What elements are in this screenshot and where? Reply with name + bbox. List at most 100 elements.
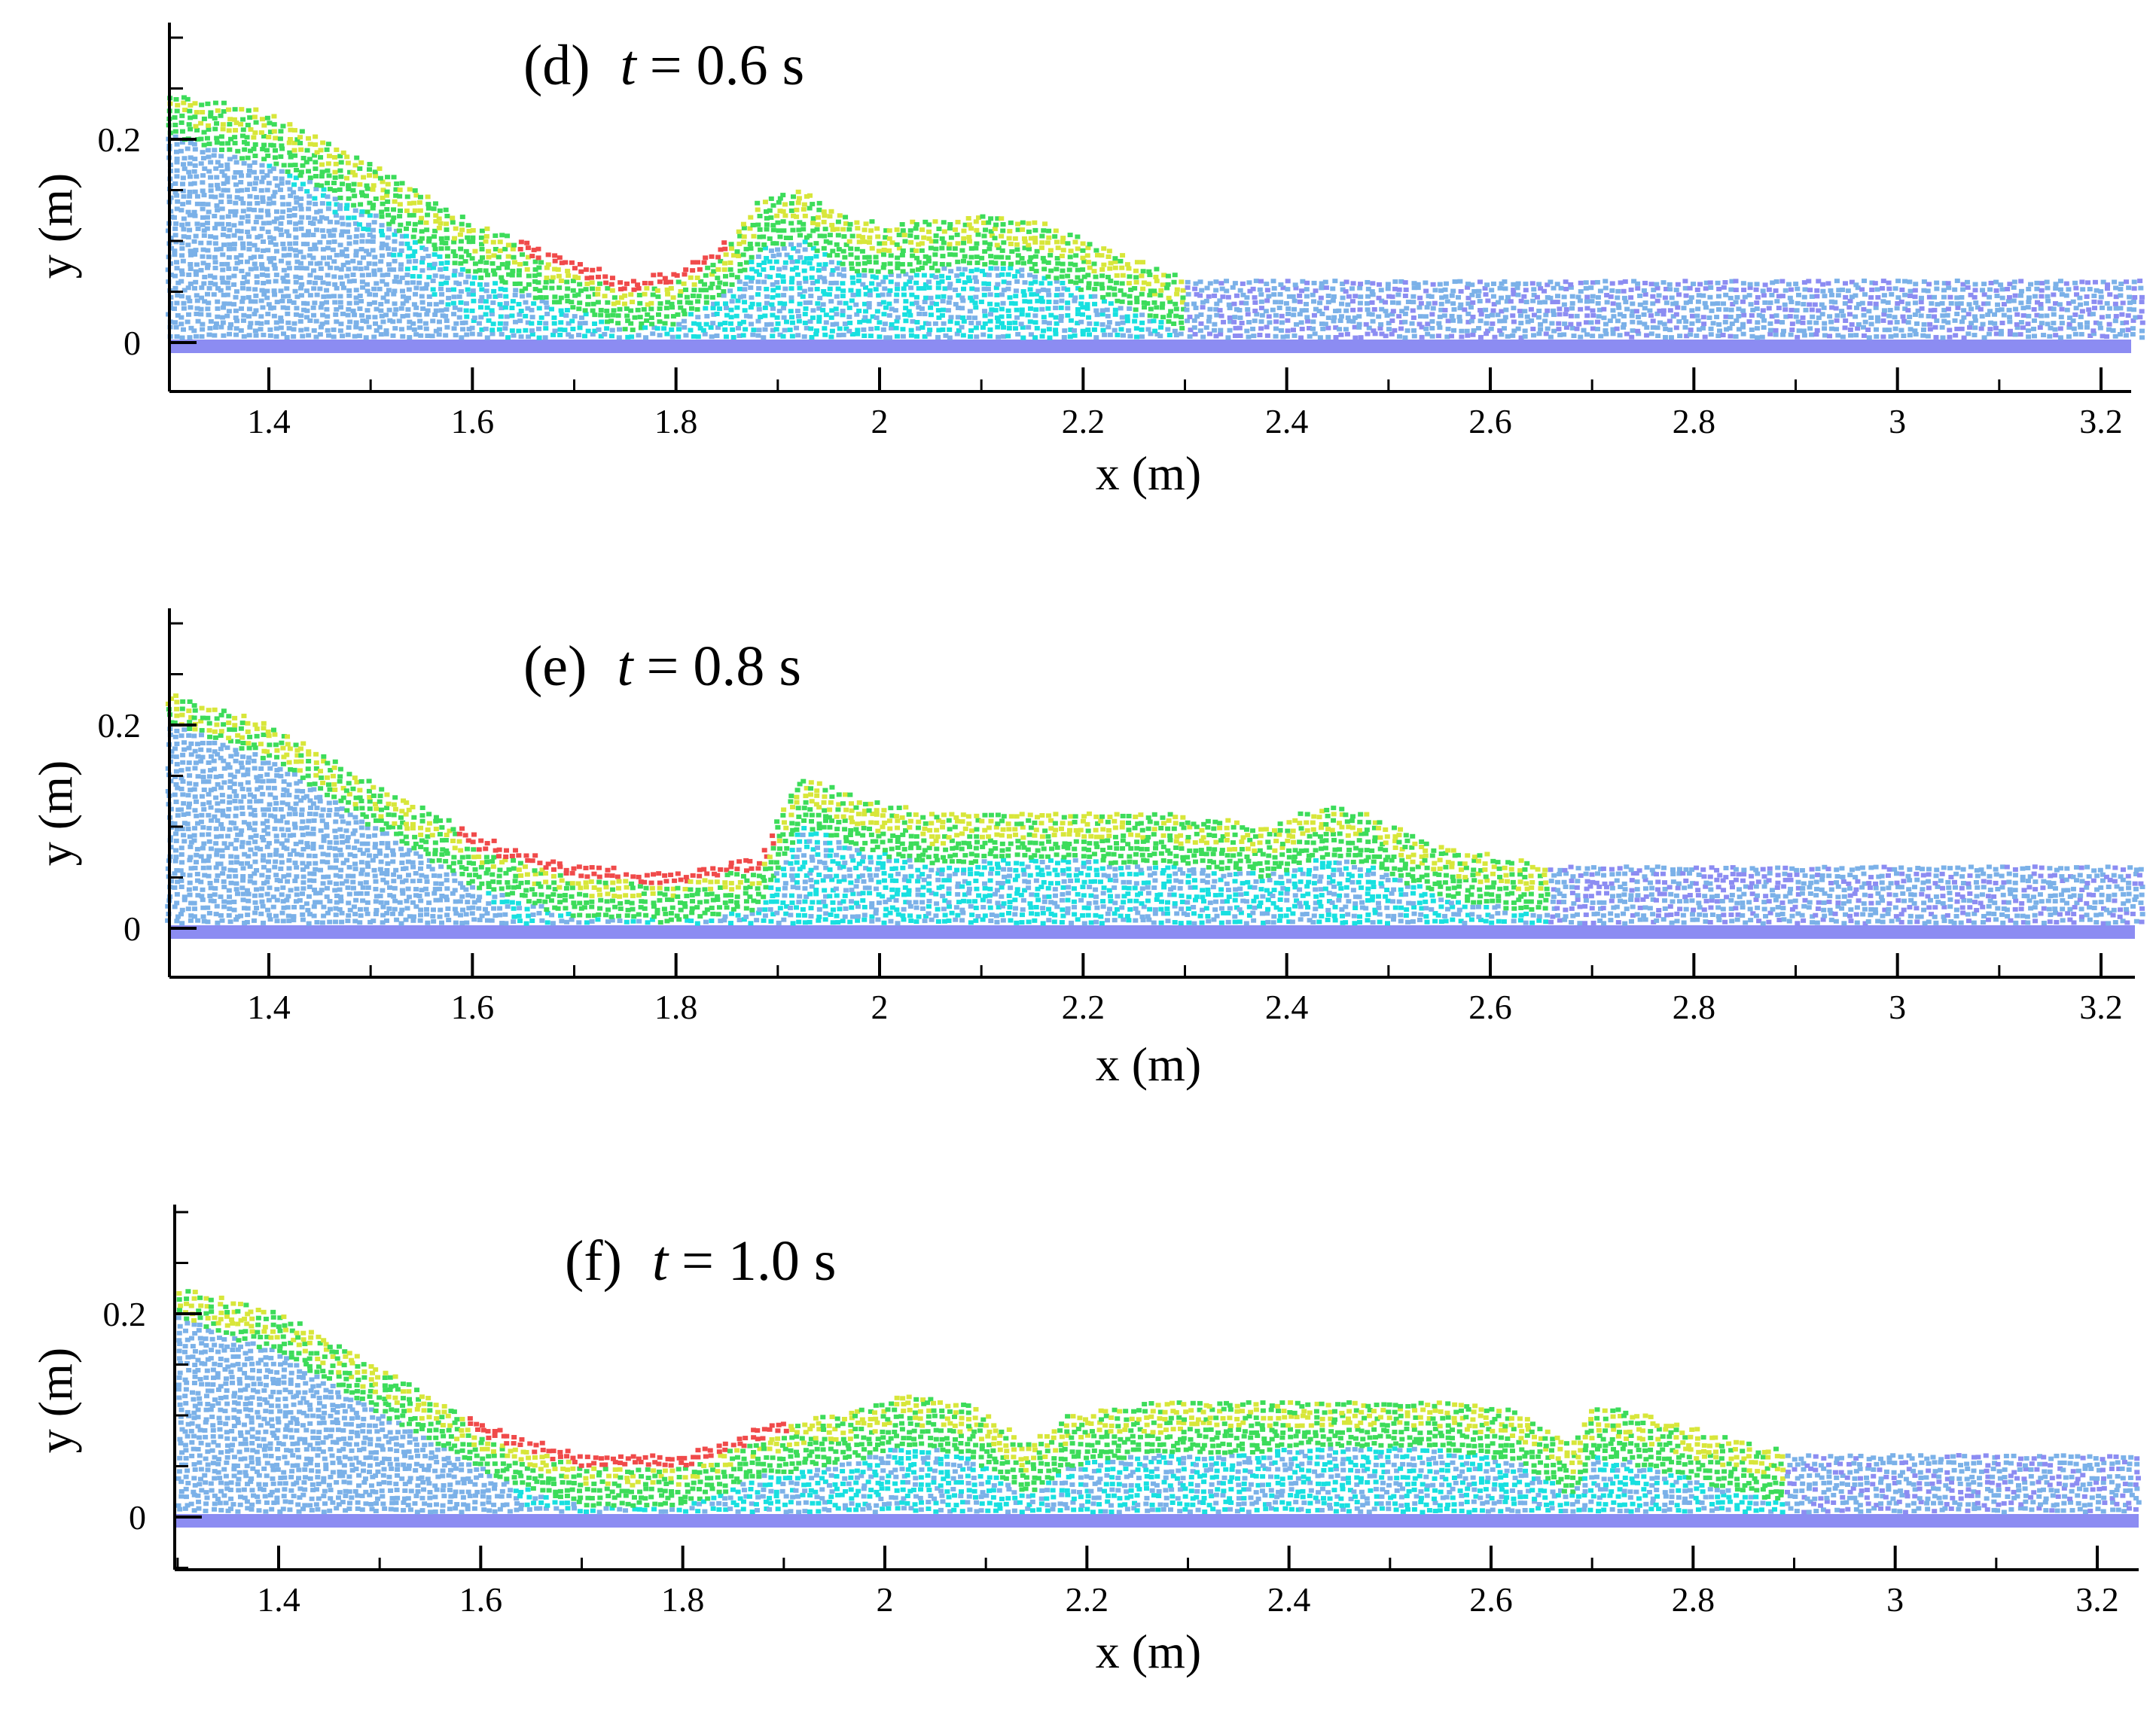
particle [479, 242, 485, 247]
particle [1106, 285, 1112, 291]
particle [993, 285, 999, 291]
particle [1548, 334, 1554, 340]
particle [1690, 313, 1696, 318]
particle [2105, 282, 2111, 288]
particle [523, 286, 529, 291]
particle [635, 282, 641, 288]
particle [1151, 318, 1157, 324]
particle [359, 312, 365, 318]
particle [279, 169, 285, 174]
particle [279, 143, 285, 148]
particle [1899, 287, 1905, 292]
particle [1833, 306, 1839, 311]
particle [978, 299, 984, 304]
particle [675, 334, 682, 340]
particle [310, 255, 316, 260]
particle [605, 285, 611, 291]
particle [367, 200, 373, 206]
particle [1173, 333, 1179, 338]
particle [1682, 279, 1688, 284]
particle [1954, 312, 1960, 317]
particle [761, 267, 767, 273]
particle [1695, 318, 1701, 324]
particle [424, 282, 430, 287]
particle [578, 269, 584, 274]
particle [261, 157, 267, 162]
particle [1510, 333, 1516, 338]
particle [536, 326, 542, 331]
particle [1100, 327, 1106, 333]
particle [244, 259, 250, 264]
particle [331, 227, 337, 233]
particle [1402, 280, 1408, 285]
particle [921, 286, 927, 291]
particle [1429, 318, 1435, 324]
particle [432, 234, 438, 239]
particle [1978, 326, 1984, 331]
particle [577, 321, 583, 326]
particle [273, 279, 279, 284]
particle [320, 280, 326, 285]
particle [2026, 300, 2032, 305]
particle [181, 727, 188, 733]
particle [986, 282, 992, 287]
particle [1371, 306, 1377, 312]
particle [1741, 288, 1747, 293]
particle [1892, 315, 1898, 320]
x-tick-label: 2 [871, 402, 889, 440]
particle [2079, 279, 2085, 285]
particle [259, 262, 265, 267]
particle [235, 769, 241, 774]
particle [1333, 325, 1339, 331]
particle [1032, 239, 1038, 245]
particle [2127, 300, 2133, 306]
particle [2118, 287, 2124, 292]
particle [313, 142, 319, 148]
particle [1025, 312, 1031, 318]
particle [590, 332, 596, 337]
particle [834, 242, 840, 247]
particle [2131, 286, 2137, 291]
particle [1905, 308, 1911, 313]
particle [379, 209, 385, 215]
particle [815, 301, 821, 306]
particle [438, 221, 444, 226]
particle [419, 300, 425, 305]
particle [755, 200, 761, 206]
particle [458, 289, 464, 294]
particle [1193, 281, 1199, 286]
particle [820, 307, 826, 312]
particle [227, 194, 233, 200]
particle [266, 912, 272, 918]
particle [1206, 294, 1212, 299]
particle [377, 286, 383, 291]
particle [1689, 321, 1695, 326]
particle [1160, 301, 1166, 306]
particle [922, 321, 929, 326]
particle [1759, 314, 1765, 319]
particle [1578, 280, 1584, 285]
particle [178, 208, 184, 213]
particle [260, 147, 266, 152]
particle [172, 320, 178, 325]
particle [180, 779, 186, 784]
particle [1595, 300, 1601, 306]
particle [929, 300, 935, 306]
particle [729, 282, 735, 288]
particle [2139, 320, 2145, 325]
particle [988, 260, 994, 265]
particle [1115, 298, 1121, 303]
particle [208, 183, 214, 188]
particle [2001, 302, 2007, 307]
particle [636, 292, 642, 297]
particle [1027, 287, 1033, 292]
particle [220, 122, 226, 127]
particle [2137, 279, 2143, 284]
particle [993, 222, 999, 227]
particle [265, 859, 271, 864]
particle [1895, 279, 1901, 284]
particle [502, 305, 508, 310]
particle [172, 226, 178, 231]
particle [861, 273, 868, 278]
particle [1173, 301, 1179, 306]
